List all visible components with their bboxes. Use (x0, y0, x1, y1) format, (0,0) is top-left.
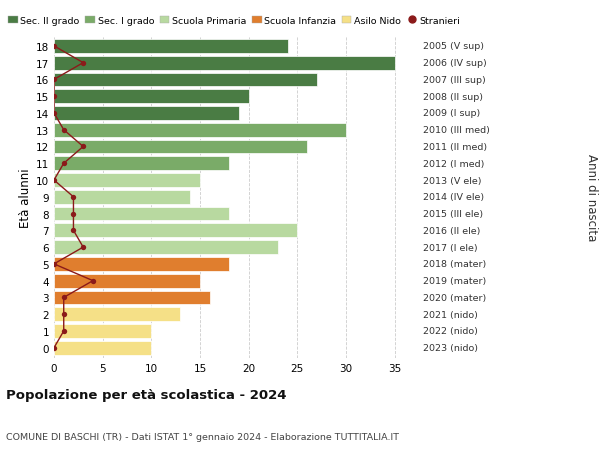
Bar (54, 291, 209, 305)
Point (68, 194, 78, 201)
Text: 2015 (III ele): 2015 (III ele) (423, 210, 483, 218)
Text: 2014 (IV ele): 2014 (IV ele) (423, 193, 484, 202)
Text: 2021 (nido): 2021 (nido) (423, 310, 478, 319)
Point (59, 160, 68, 168)
Text: 2020 (mater): 2020 (mater) (423, 293, 486, 302)
Text: 2008 (II sup): 2008 (II sup) (423, 92, 483, 101)
Bar (54, 190, 190, 204)
Text: 2022 (nido): 2022 (nido) (423, 327, 478, 336)
Text: 2016 (II ele): 2016 (II ele) (423, 226, 481, 235)
Text: 2010 (III med): 2010 (III med) (423, 126, 490, 135)
Bar (54, 73, 317, 87)
Point (49, 261, 59, 268)
Text: 2005 (V sup): 2005 (V sup) (423, 42, 484, 51)
Text: 2013 (V ele): 2013 (V ele) (423, 176, 482, 185)
Point (59, 328, 68, 335)
Text: 2019 (mater): 2019 (mater) (423, 277, 486, 285)
Bar (54, 308, 181, 321)
Bar (54, 123, 346, 137)
Bar (54, 40, 287, 54)
Point (49, 43, 59, 50)
Bar (54, 56, 395, 70)
Bar (54, 274, 200, 288)
Bar (54, 241, 278, 254)
Bar (54, 140, 307, 154)
Point (49, 93, 59, 101)
Text: COMUNE DI BASCHI (TR) - Dati ISTAT 1° gennaio 2024 - Elaborazione TUTTITALIA.IT: COMUNE DI BASCHI (TR) - Dati ISTAT 1° ge… (6, 431, 399, 441)
Text: 2011 (II med): 2011 (II med) (423, 143, 487, 151)
Text: 2018 (mater): 2018 (mater) (423, 260, 486, 269)
Text: Popolazione per età scolastica - 2024: Popolazione per età scolastica - 2024 (6, 389, 287, 402)
Point (79, 244, 88, 251)
Text: 2009 (I sup): 2009 (I sup) (423, 109, 480, 118)
Point (49, 177, 59, 185)
Point (79, 60, 88, 67)
Text: 2007 (III sup): 2007 (III sup) (423, 76, 486, 85)
Text: Anni di nascita: Anni di nascita (584, 154, 598, 241)
Point (59, 127, 68, 134)
Text: 2012 (I med): 2012 (I med) (423, 159, 484, 168)
Point (79, 144, 88, 151)
Point (59, 311, 68, 318)
Bar (54, 341, 151, 355)
Y-axis label: Età alunni: Età alunni (19, 168, 32, 227)
Point (88, 277, 98, 285)
Bar (54, 90, 248, 104)
Legend: Sec. II grado, Sec. I grado, Scuola Primaria, Scuola Infanzia, Asilo Nido, Stran: Sec. II grado, Sec. I grado, Scuola Prim… (8, 17, 460, 26)
Point (68, 227, 78, 235)
Bar (54, 257, 229, 271)
Point (49, 110, 59, 118)
Point (68, 210, 78, 218)
Bar (54, 207, 229, 221)
Point (49, 77, 59, 84)
Text: 2006 (IV sup): 2006 (IV sup) (423, 59, 487, 68)
Point (59, 294, 68, 302)
Bar (54, 224, 297, 238)
Text: 2023 (nido): 2023 (nido) (423, 343, 478, 353)
Text: 2017 (I ele): 2017 (I ele) (423, 243, 478, 252)
Bar (54, 107, 239, 121)
Bar (54, 157, 229, 171)
Bar (54, 174, 200, 187)
Bar (54, 325, 151, 338)
Point (49, 344, 59, 352)
